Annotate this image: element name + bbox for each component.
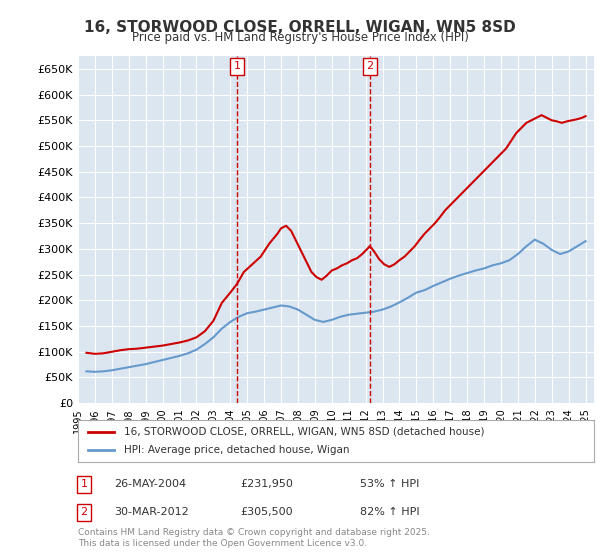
Text: 82% ↑ HPI: 82% ↑ HPI bbox=[360, 507, 419, 517]
Text: 26-MAY-2004: 26-MAY-2004 bbox=[114, 479, 186, 489]
Text: £305,500: £305,500 bbox=[240, 507, 293, 517]
Text: £231,950: £231,950 bbox=[240, 479, 293, 489]
Text: 30-MAR-2012: 30-MAR-2012 bbox=[114, 507, 189, 517]
Text: 53% ↑ HPI: 53% ↑ HPI bbox=[360, 479, 419, 489]
Text: HPI: Average price, detached house, Wigan: HPI: Average price, detached house, Wiga… bbox=[124, 445, 350, 455]
Text: 1: 1 bbox=[80, 479, 88, 489]
Text: Contains HM Land Registry data © Crown copyright and database right 2025.
This d: Contains HM Land Registry data © Crown c… bbox=[78, 528, 430, 548]
Text: 2: 2 bbox=[366, 61, 373, 71]
Text: 2: 2 bbox=[80, 507, 88, 517]
Text: 16, STORWOOD CLOSE, ORRELL, WIGAN, WN5 8SD: 16, STORWOOD CLOSE, ORRELL, WIGAN, WN5 8… bbox=[84, 20, 516, 35]
Text: Price paid vs. HM Land Registry's House Price Index (HPI): Price paid vs. HM Land Registry's House … bbox=[131, 31, 469, 44]
Text: 16, STORWOOD CLOSE, ORRELL, WIGAN, WN5 8SD (detached house): 16, STORWOOD CLOSE, ORRELL, WIGAN, WN5 8… bbox=[124, 427, 485, 437]
Text: 1: 1 bbox=[233, 61, 241, 71]
